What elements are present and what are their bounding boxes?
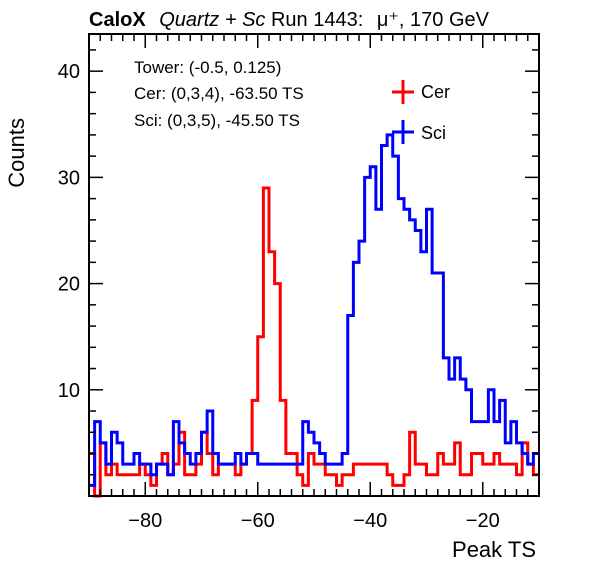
cer-info: Cer: (0,3,4), -63.50 TS: [134, 84, 304, 103]
particle-label: μ⁺, 170 GeV: [377, 9, 490, 31]
ticks-layer: −80 −60 −40 −20 10 20 30 40: [58, 34, 540, 532]
plot-area: −80 −60 −40 −20 10 20 30 40: [58, 33, 540, 532]
legend-label-cer: Cer: [421, 82, 450, 102]
legend: Cer Sci: [392, 80, 450, 144]
x-axis-title: Peak TS: [452, 537, 536, 562]
y-tick-label: 20: [58, 274, 80, 296]
plot-frame: [88, 33, 540, 497]
material-label: Quartz + Sc: [159, 9, 265, 31]
sci-info: Sci: (0,3,5), -45.50 TS: [134, 111, 300, 130]
x-tick-label: −60: [241, 510, 275, 532]
legend-label-sci: Sci: [421, 123, 446, 143]
tower-info: Tower: (-0.5, 0.125): [134, 58, 281, 77]
series-layer: [89, 133, 539, 498]
legend-entry-cer: Cer: [392, 80, 450, 104]
series-line-sci: [89, 133, 539, 487]
brand-label: CaloX: [89, 9, 146, 31]
y-tick-label: 30: [58, 167, 80, 189]
legend-entry-sci: Sci: [392, 120, 446, 144]
x-tick-label: −20: [466, 510, 500, 532]
y-tick-label: 40: [58, 61, 80, 83]
run-label: Run 1443:: [271, 9, 363, 31]
x-tick-label: −40: [353, 510, 387, 532]
y-tick-label: 10: [58, 380, 80, 402]
header-line: CaloX Quartz + Sc Run 1443: μ⁺, 170 GeV: [89, 9, 490, 31]
series-line-cer: [89, 186, 539, 498]
x-tick-label: −80: [128, 510, 162, 532]
y-axis-title: Counts: [4, 118, 29, 188]
